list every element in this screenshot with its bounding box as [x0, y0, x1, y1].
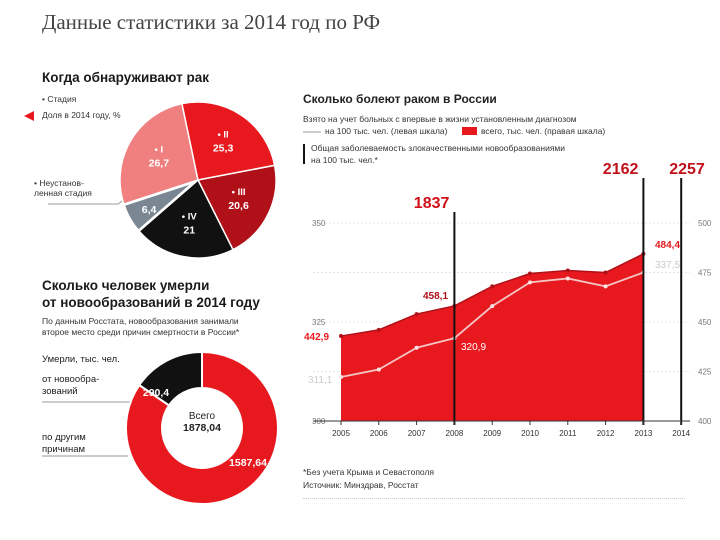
unknown-stage-label: • Неустанов-ленная стадия: [34, 178, 92, 198]
donut-slice-2: [125, 350, 279, 505]
pie-stage-value-5: 6,4: [142, 204, 157, 216]
pie-stage-label-2: • II: [217, 129, 228, 140]
right-tick-3: 475: [698, 269, 712, 278]
deaths-title-line2: от новообразований в 2014 году: [42, 295, 260, 310]
legend-total-line2: на 100 тыс. чел.*: [311, 155, 378, 165]
point-total-7: [603, 270, 608, 275]
x-tick-2005: 2005: [332, 429, 350, 438]
right-tick-1: 425: [698, 368, 712, 377]
point-total-1: [376, 327, 381, 332]
pie-stage-label-3: • III: [232, 187, 246, 198]
point-per100k-1: [376, 367, 381, 372]
x-tick-2007: 2007: [408, 429, 426, 438]
x-tick-2010: 2010: [521, 429, 539, 438]
point-per100k-7: [603, 284, 608, 289]
deaths-label-neoplasms: от новообра-зований: [42, 374, 100, 397]
legend-left: на 100 тыс. чел. (левая шкала): [325, 126, 448, 136]
label-total-2008: 458,1: [423, 291, 448, 302]
point-total-0: [339, 334, 343, 339]
point-per100k-6: [565, 276, 570, 281]
marker-label-2014: 2257: [669, 161, 705, 178]
x-tick-2014: 2014: [672, 429, 690, 438]
sick-subtitle: Взято на учет больных с впервые в жизни …: [303, 114, 577, 124]
pie-stage-label-1: • I: [155, 144, 164, 155]
point-per100k-5: [528, 280, 532, 285]
x-tick-2009: 2009: [483, 429, 501, 438]
point-total-2: [414, 312, 419, 317]
legend-right: всего, тыс. чел. (правая шкала): [481, 126, 606, 136]
x-tick-2006: 2006: [370, 429, 388, 438]
deaths-label-other: по другим причинам: [42, 432, 86, 455]
left-tick-1: 325: [312, 318, 326, 327]
sick-footnote: *Без учета Крыма и Севастополя: [303, 467, 435, 477]
point-total-6: [565, 268, 570, 273]
right-tick-0: 400: [698, 417, 712, 426]
pie-stage-value-2: 25,3: [213, 142, 234, 154]
donut-value-other: 1587,64: [229, 457, 267, 469]
left-tick-2: 350: [312, 219, 326, 228]
donut-total-label: Всего: [188, 411, 216, 422]
label-total-2005: 442,9: [304, 332, 329, 343]
x-tick-2012: 2012: [597, 429, 615, 438]
label-per100k-2013: 337,5: [655, 260, 680, 271]
donut-total-value: 1878,04: [183, 422, 221, 434]
deaths-legend-title: Умерли, тыс. чел.: [42, 354, 120, 365]
point-total-4: [490, 284, 495, 289]
x-tick-2008: 2008: [446, 429, 464, 438]
x-tick-2013: 2013: [635, 429, 653, 438]
pie-stage-value-4: 21: [183, 224, 195, 236]
pie-stage-label-4: • IV: [182, 211, 198, 222]
detection-title: Когда обнаруживают рак: [42, 70, 209, 85]
label-per100k-2008: 320,9: [461, 342, 486, 353]
legend-total-swatch: [303, 144, 305, 164]
right-tick-2: 450: [698, 318, 712, 327]
pie-stage-slice-4: [138, 178, 234, 259]
pie-stage-slice-1: [119, 102, 199, 206]
pie-stage-value-1: 26,7: [149, 157, 170, 169]
point-per100k-2: [414, 345, 419, 350]
label-per100k-2005: 311,1: [308, 375, 333, 386]
point-per100k-0: [339, 375, 343, 380]
x-tick-2011: 2011: [559, 429, 577, 438]
pie-stage-slice-3: [196, 164, 277, 251]
legend-pointer-icon: [24, 111, 34, 121]
pie-stage-slice-5: [123, 182, 194, 232]
point-total-5: [528, 271, 532, 276]
area-total: [341, 253, 644, 421]
point-per100k-4: [490, 304, 495, 309]
marker-label-2008: 1837: [414, 195, 450, 212]
deaths-note-line1: По данным Росстата, новообразования зани…: [42, 316, 239, 326]
legend-share: Доля в 2014 году, %: [42, 110, 121, 120]
pie-stage-value-3: 20,6: [228, 200, 249, 212]
legend-stage: • Стадия: [42, 94, 77, 104]
legend-total-line1: Общая заболеваемость злокачественными но…: [311, 143, 566, 153]
sick-title: Сколько болеют раком в России: [303, 92, 497, 106]
legend-left-swatch: [303, 131, 321, 133]
deaths-note-line2: второе место среди причин смертности в Р…: [42, 327, 240, 337]
marker-label-2013: 2162: [603, 161, 639, 178]
donut-value-neoplasms: 290,4: [143, 387, 169, 399]
donut-center: Всего 1878,04: [174, 405, 230, 453]
label-total-2013: 484,4: [655, 240, 680, 251]
bottom-divider: [303, 498, 685, 499]
pie-stage-slice-2: [181, 101, 276, 181]
right-tick-4: 500: [698, 219, 712, 228]
page-title: Данные статистики за 2014 год по РФ: [42, 10, 381, 34]
deaths-title-line1: Сколько человек умерли: [42, 278, 210, 293]
sick-source: Источник: Минздрав, Росстат: [303, 480, 419, 490]
legend-right-swatch: [462, 127, 477, 135]
